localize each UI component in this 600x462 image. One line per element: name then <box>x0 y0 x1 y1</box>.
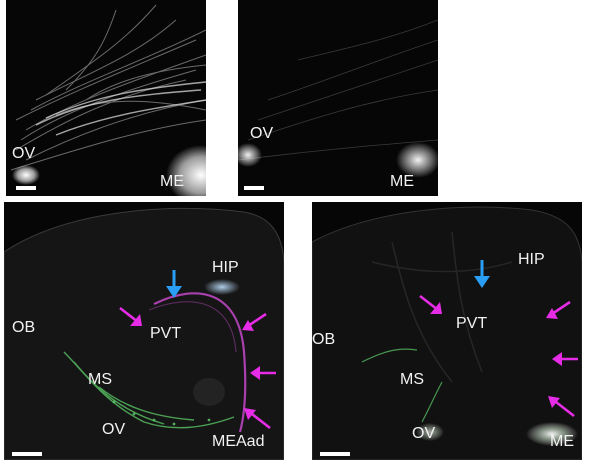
panel-bottom-left: HIP PVT OB MS OV MEAad <box>4 202 284 460</box>
blue-arrow <box>166 270 182 298</box>
label-me: ME <box>550 433 574 450</box>
label-pvt: PVT <box>456 315 488 332</box>
panel-bottom-right: HIP PVT OB MS OV ME <box>312 202 582 460</box>
label-meaad: MEAad <box>212 433 265 450</box>
label-me: ME <box>160 173 184 190</box>
label-ov: OV <box>250 125 274 142</box>
magenta-arrow <box>242 312 267 331</box>
fiber-tracts-image <box>238 19 438 178</box>
panel-top-right: OV ME <box>238 0 438 196</box>
magenta-arrow <box>546 300 571 319</box>
label-ms: MS <box>400 371 424 388</box>
sagittal-brain-image <box>4 207 284 460</box>
blue-arrow <box>474 260 490 288</box>
label-ob: OB <box>12 319 36 336</box>
scale-bar <box>12 452 42 456</box>
fiber-tracts-image <box>10 4 206 196</box>
magenta-arrow <box>244 408 271 430</box>
magenta-arrow <box>250 366 276 380</box>
label-me: ME <box>390 173 414 190</box>
label-ms: MS <box>88 371 112 388</box>
label-pvt: PVT <box>150 325 182 342</box>
label-hip: HIP <box>212 259 239 276</box>
scale-bar <box>16 186 36 190</box>
magenta-arrow <box>419 294 442 314</box>
magenta-arrow <box>119 306 142 326</box>
label-ov: OV <box>102 421 126 438</box>
magenta-arrow <box>548 396 575 418</box>
scale-bar <box>244 186 264 190</box>
magenta-arrow <box>552 352 578 366</box>
label-hip: HIP <box>518 251 545 268</box>
panel-top-left: OV ME <box>6 0 206 196</box>
scale-bar <box>320 452 350 456</box>
sagittal-brain-image <box>312 206 582 460</box>
label-ov: OV <box>12 145 36 162</box>
label-ov: OV <box>412 425 436 442</box>
label-ob: OB <box>312 331 336 348</box>
